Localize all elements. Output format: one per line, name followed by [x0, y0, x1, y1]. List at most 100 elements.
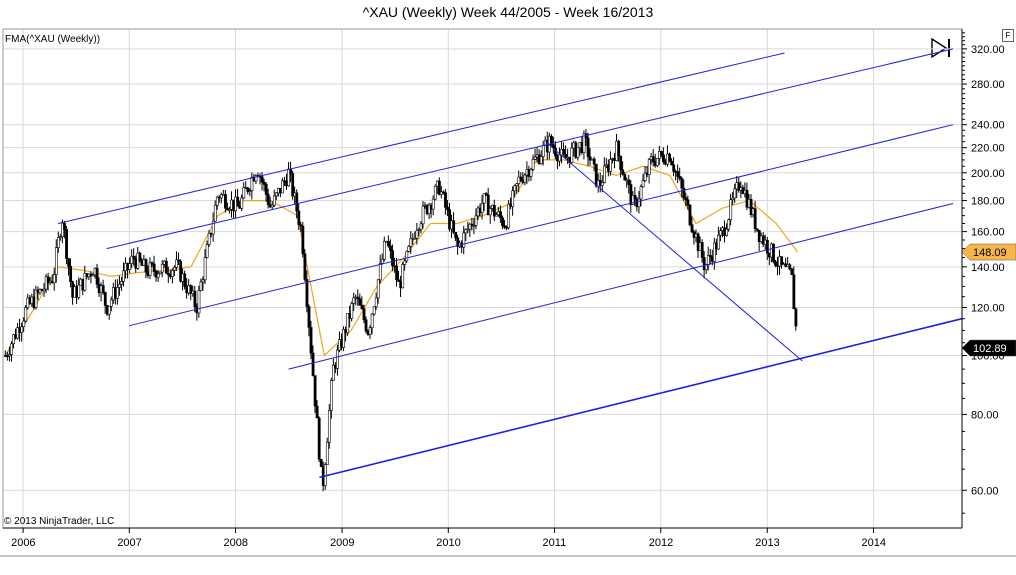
candle-body — [382, 241, 386, 260]
candle-body — [570, 147, 574, 163]
y-tick-label: 280.00 — [971, 79, 1005, 91]
candle-body — [448, 209, 451, 230]
candle-body — [130, 255, 134, 264]
candle-body — [484, 193, 488, 196]
candle-body — [8, 354, 11, 357]
candle-body — [668, 153, 671, 162]
candle-body — [651, 156, 655, 163]
candle-body — [641, 180, 645, 187]
trend-line — [57, 52, 785, 224]
candle-body — [466, 228, 470, 231]
candle-body — [342, 329, 346, 348]
candle-body — [702, 257, 706, 270]
candle-body — [717, 234, 720, 250]
trend-line — [319, 317, 963, 479]
candle-body — [541, 144, 545, 157]
candle-body — [330, 380, 333, 411]
candle-body — [116, 287, 119, 299]
candle-body — [34, 289, 38, 308]
candle-body — [550, 135, 553, 146]
x-tick-label: 2014 — [862, 537, 886, 549]
candle-body — [562, 149, 566, 155]
x-tick-label: 2010 — [436, 537, 460, 549]
candle-body — [362, 308, 366, 321]
candle-body — [431, 198, 435, 210]
candle-body — [299, 224, 303, 227]
candle-body — [63, 222, 66, 230]
ma-price-marker-label: 148.09 — [973, 247, 1007, 259]
candle-body — [42, 288, 46, 292]
candle-body — [678, 176, 682, 179]
candle-body — [488, 208, 492, 216]
candle-body — [391, 250, 394, 267]
candle-body — [350, 303, 354, 319]
indicator-label: FMA(^XAU (Weekly)) — [5, 34, 100, 45]
candle-body — [360, 304, 364, 309]
candle-body — [737, 182, 741, 191]
candle-body — [495, 214, 498, 217]
panel-format-button[interactable]: F — [1002, 29, 1014, 42]
candle-body — [24, 307, 28, 322]
candle-body — [631, 194, 635, 205]
candle-body — [303, 253, 307, 280]
candle-body — [77, 284, 81, 298]
candle-body — [274, 192, 278, 197]
candle-body — [417, 229, 421, 231]
candle-body — [454, 232, 458, 239]
candle-body — [464, 229, 468, 234]
candle-body — [336, 349, 339, 369]
candle-body — [315, 405, 319, 419]
candle-body — [533, 156, 537, 160]
axes: 60.0080.00100.00120.00140.00160.00180.00… — [0, 29, 1016, 557]
candle-body — [708, 255, 712, 258]
candle-body — [617, 140, 621, 157]
candle-body — [554, 147, 557, 157]
candle-body — [101, 285, 105, 293]
candle-body — [20, 326, 24, 333]
candle-body — [201, 279, 205, 283]
candle-body — [240, 197, 244, 209]
candle-body — [38, 289, 42, 294]
candle-body — [486, 194, 490, 216]
grid — [3, 29, 962, 528]
candle-body — [264, 184, 268, 195]
candle-body — [696, 233, 700, 251]
candle-body — [189, 285, 193, 294]
candle-body — [409, 238, 413, 247]
candle-body — [621, 169, 625, 175]
candle-body — [270, 204, 274, 208]
candle-body — [203, 257, 207, 281]
candle-body — [376, 279, 380, 299]
candle-body — [226, 207, 229, 210]
candle-body — [482, 193, 486, 204]
candle-body — [780, 256, 784, 265]
x-tick-label: 2013 — [755, 537, 779, 549]
candle-body — [753, 208, 757, 229]
candle-body — [389, 245, 392, 251]
candle-body — [356, 296, 360, 300]
candle-body — [262, 181, 266, 185]
candle-body — [95, 267, 99, 285]
candle-body — [148, 262, 152, 276]
candle-body — [215, 196, 219, 206]
candle-body — [576, 147, 580, 158]
candle-body — [499, 211, 502, 219]
candle-body — [468, 223, 472, 230]
candle-body — [46, 276, 50, 284]
x-tick-label: 2011 — [543, 537, 567, 549]
candle-body — [309, 327, 313, 354]
candle-body — [627, 179, 631, 185]
x-tick-label: 2007 — [117, 537, 141, 549]
candle-body — [480, 202, 484, 213]
candle-body — [144, 259, 148, 273]
trend-line — [106, 48, 954, 250]
x-tick-label: 2009 — [330, 537, 354, 549]
y-tick-label: 160.00 — [971, 227, 1005, 239]
candle-body — [120, 281, 123, 285]
last-price-marker-label: 102.89 — [973, 343, 1007, 355]
candle-body — [228, 209, 231, 211]
candle-body — [700, 242, 704, 258]
candle-body — [246, 187, 250, 192]
plot-area-frame — [2, 28, 963, 529]
